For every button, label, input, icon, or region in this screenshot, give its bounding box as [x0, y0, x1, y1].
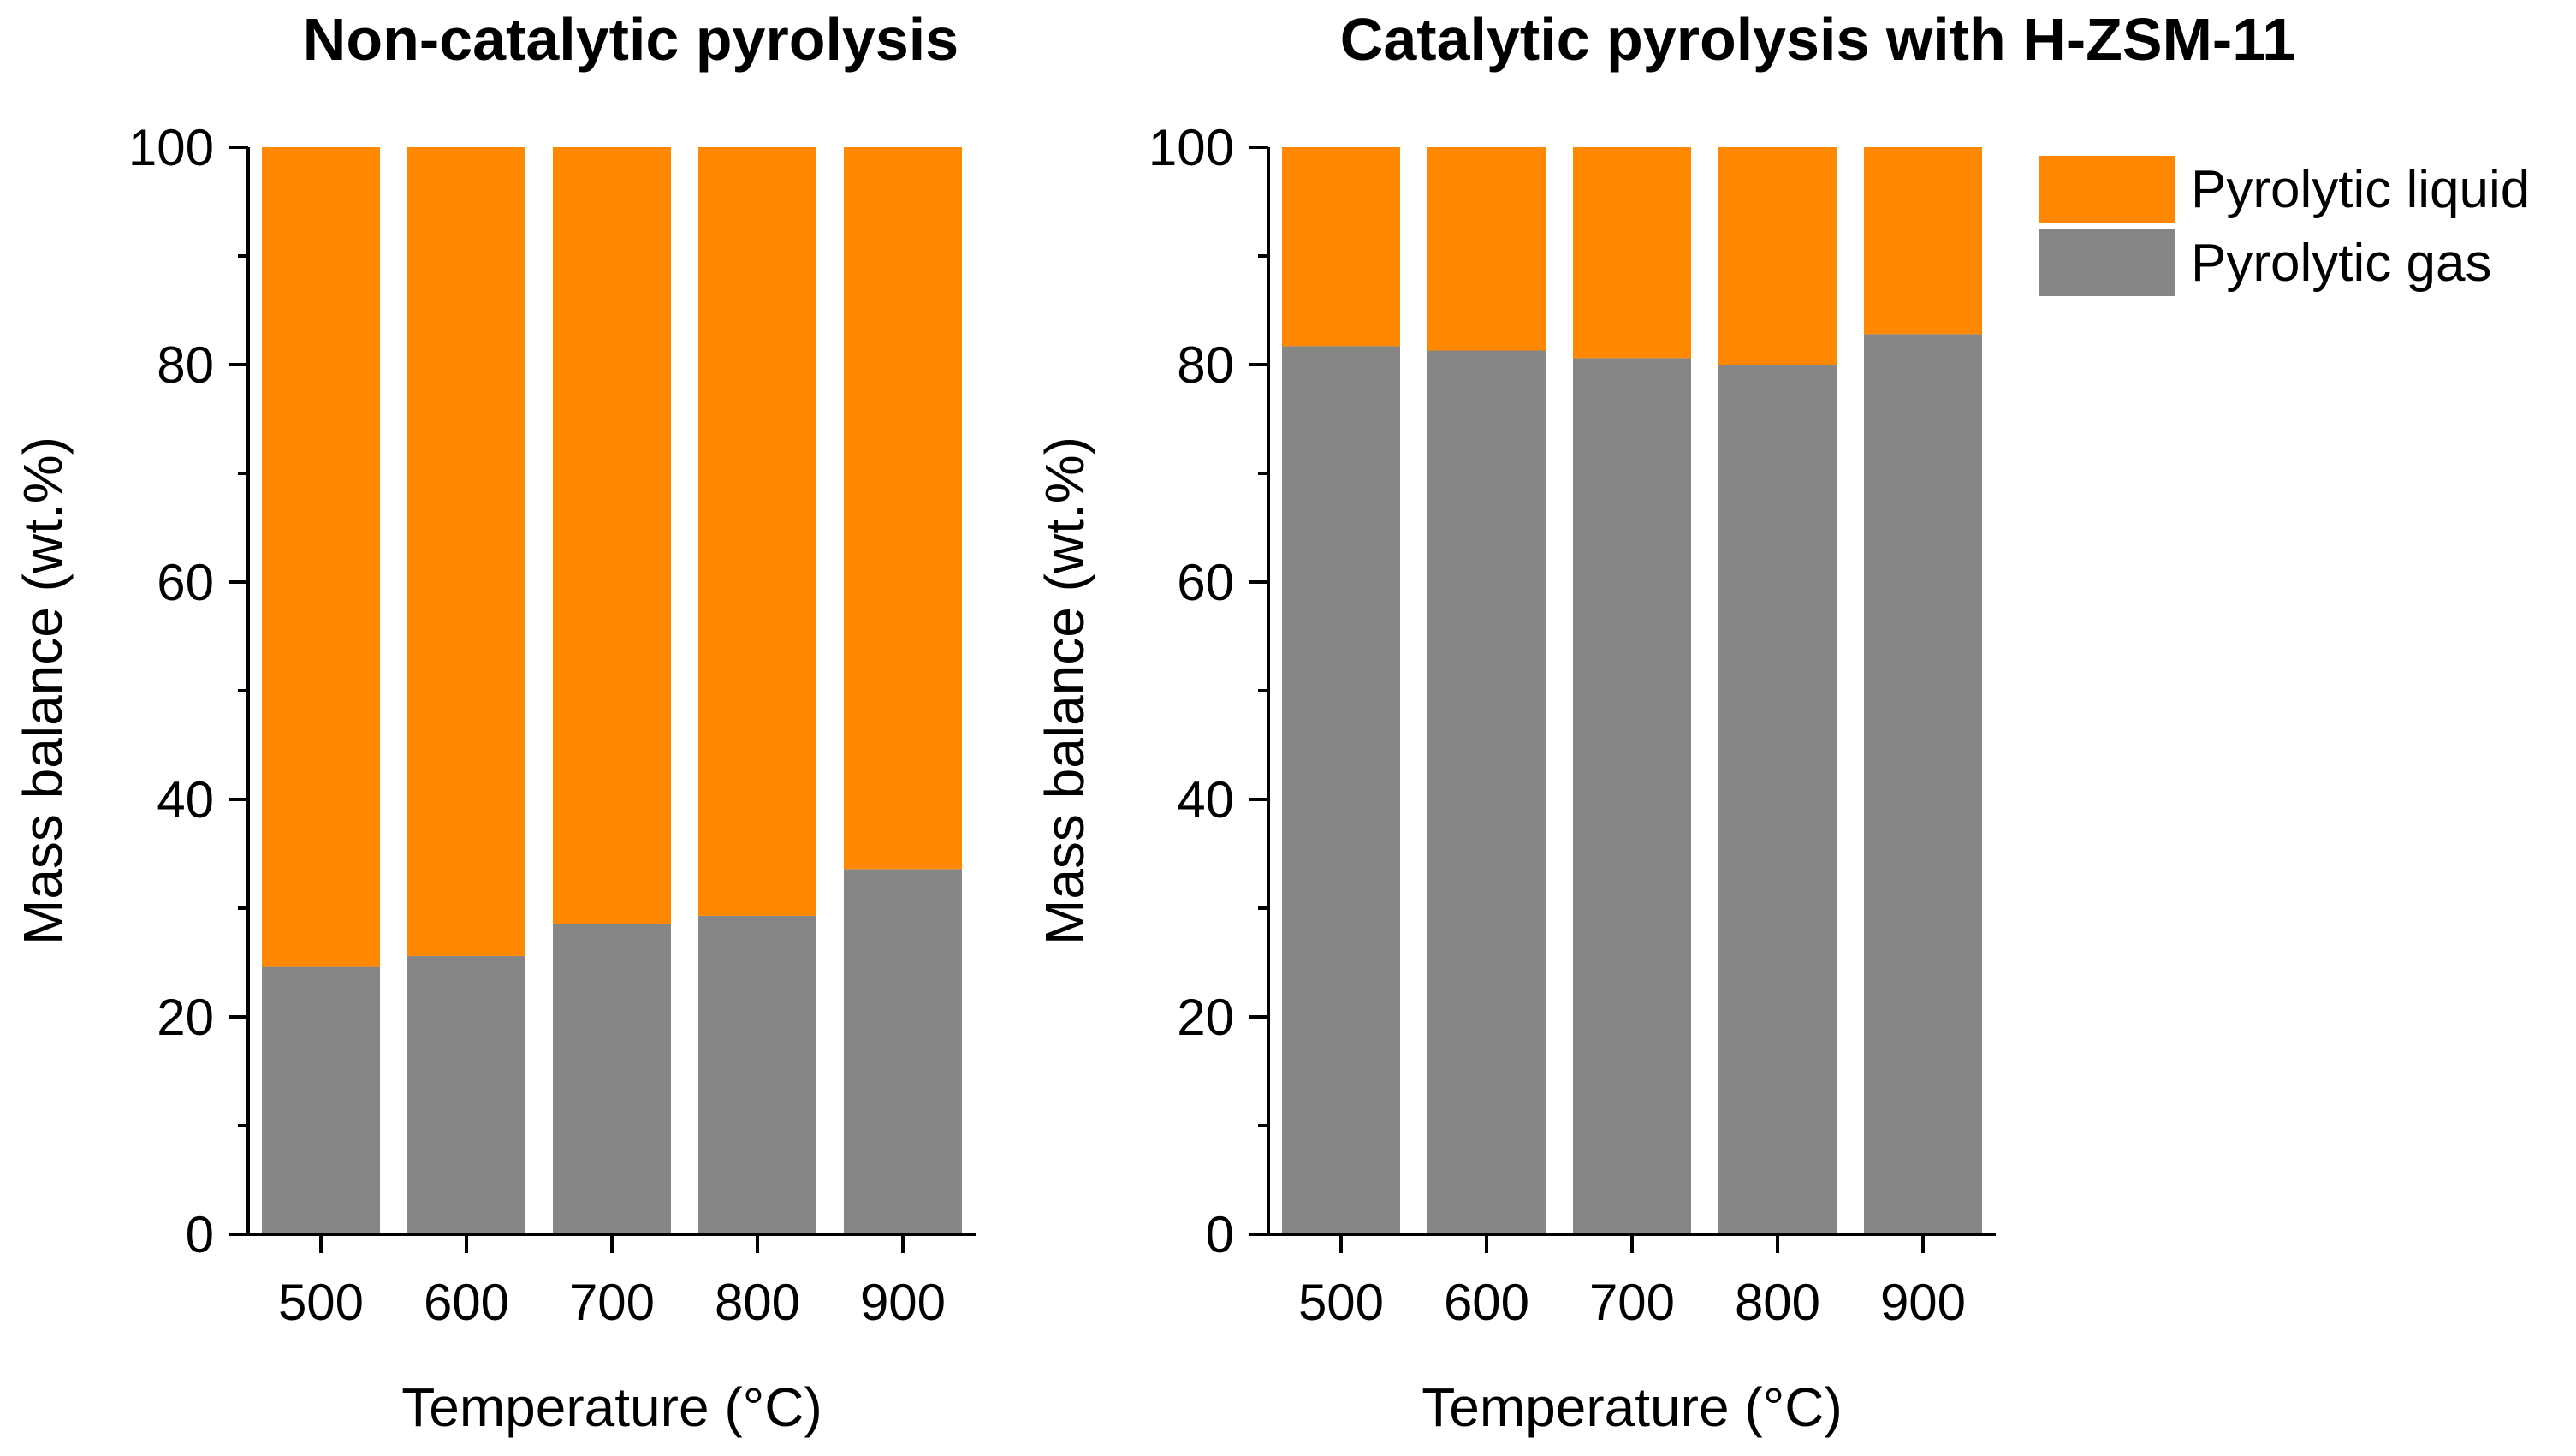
x-tick-label-800: 800 [1735, 1274, 1820, 1331]
y-axis-label: Mass balance (wt.%) [1034, 437, 1095, 945]
bar-liquid-600 [407, 147, 525, 956]
legend: Pyrolytic liquid Pyrolytic gas [2039, 156, 2530, 296]
bar-gas-800 [698, 915, 816, 1234]
x-axis-label: Temperature (°C) [401, 1376, 822, 1438]
y-tick-label-60: 60 [1177, 554, 1234, 611]
chart-title: Non-catalytic pyrolysis [303, 6, 959, 73]
bar-liquid-700 [553, 147, 671, 924]
y-tick-label-100: 100 [1149, 119, 1234, 176]
bar-liquid-800 [698, 147, 816, 916]
y-tick-label-0: 0 [1206, 1206, 1234, 1263]
bar-gas-600 [407, 955, 525, 1234]
y-tick-label-40: 40 [157, 771, 214, 829]
legend-swatch-liquid [2039, 156, 2175, 223]
bar-liquid-900 [1864, 147, 1982, 335]
legend-swatch-gas [2039, 229, 2175, 296]
chart-catalytic: Catalytic pyrolysis with H-ZSM-11 0 20 40 6… [1034, 6, 2295, 1438]
chart-non-catalytic: Non-catalytic pyrolysis 0 20 40 60 80 100 500… [12, 6, 976, 1438]
x-tick-label-500: 500 [1298, 1274, 1384, 1331]
bars-group [1282, 147, 1982, 1234]
x-tick-label-700: 700 [1589, 1274, 1675, 1331]
y-axis-label: Mass balance (wt.%) [12, 437, 74, 945]
bar-gas-900 [844, 869, 962, 1234]
y-tick-label-0: 0 [186, 1206, 214, 1263]
x-axis-label: Temperature (°C) [1422, 1376, 1843, 1438]
bar-liquid-500 [262, 147, 380, 967]
bar-liquid-800 [1718, 147, 1837, 365]
x-ticks-group: 500 600 700 800 900 [1298, 1234, 1966, 1331]
bars-group [262, 147, 962, 1234]
bar-liquid-600 [1427, 147, 1546, 351]
y-tick-label-100: 100 [128, 119, 214, 176]
x-tick-label-900: 900 [860, 1274, 946, 1331]
y-tick-label-20: 20 [157, 989, 214, 1046]
x-tick-label-700: 700 [569, 1274, 655, 1331]
x-ticks-group: 500 600 700 800 900 [278, 1234, 946, 1331]
y-tick-label-80: 80 [1177, 336, 1234, 394]
bar-liquid-500 [1282, 147, 1400, 347]
y-tick-label-20: 20 [1177, 989, 1234, 1046]
legend-label-liquid: Pyrolytic liquid [2191, 160, 2530, 219]
bar-gas-500 [262, 966, 380, 1234]
x-tick-label-800: 800 [715, 1274, 800, 1331]
x-tick-label-900: 900 [1880, 1274, 1966, 1331]
x-tick-label-600: 600 [424, 1274, 509, 1331]
y-tick-label-80: 80 [157, 336, 214, 394]
y-tick-label-40: 40 [1177, 771, 1234, 829]
bar-liquid-900 [844, 147, 962, 870]
y-ticks-group: 0 20 40 60 80 100 [1149, 119, 1268, 1263]
bar-gas-800 [1718, 365, 1837, 1234]
bar-gas-500 [1282, 346, 1400, 1234]
y-ticks-group: 0 20 40 60 80 100 [128, 119, 248, 1263]
bar-gas-900 [1864, 334, 1982, 1234]
x-tick-label-500: 500 [278, 1274, 364, 1331]
bar-gas-700 [553, 924, 671, 1234]
bar-gas-700 [1573, 358, 1691, 1234]
y-tick-label-60: 60 [157, 554, 214, 611]
legend-label-gas: Pyrolytic gas [2191, 234, 2491, 293]
bar-gas-600 [1427, 350, 1546, 1234]
bar-liquid-700 [1573, 147, 1691, 359]
chart-title: Catalytic pyrolysis with H-ZSM-11 [1340, 6, 2295, 73]
x-tick-label-600: 600 [1444, 1274, 1529, 1331]
